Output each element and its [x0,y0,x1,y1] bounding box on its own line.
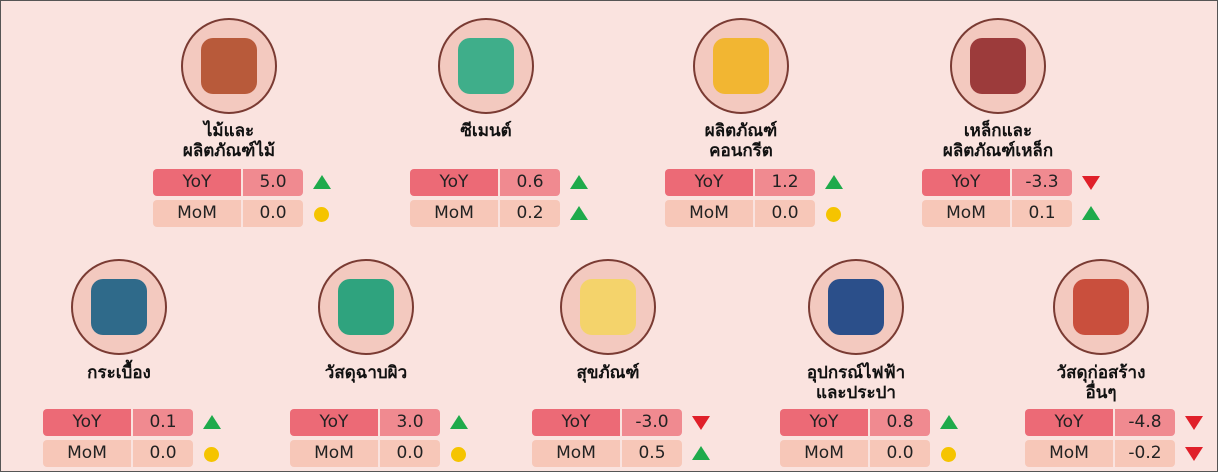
icon-art [91,279,147,335]
row-value: 0.5 [622,440,682,467]
row-label: YoY [1025,409,1113,436]
name-line: คอนกรีต [631,141,851,161]
row-label: YoY [780,409,868,436]
name-line: วัสดุฉาบผิว [256,363,476,383]
icon-art [458,38,514,94]
icon-art [338,279,394,335]
icon-art [201,38,257,94]
icon [808,259,904,355]
row-value: 0.0 [755,200,815,227]
trend-up [450,415,468,429]
icon [560,259,656,355]
trend-up [940,415,958,429]
row-label: MoM [153,200,241,227]
trend-down [1082,176,1100,190]
row-value: 0.0 [380,440,440,467]
row-label: MoM [780,440,868,467]
icon [438,18,534,114]
trend-flat [204,447,219,462]
trend-up [692,446,710,460]
trend-up [313,175,331,189]
trend-flat [451,447,466,462]
icon-art [970,38,1026,94]
icon [1053,259,1149,355]
row-label: MoM [1025,440,1113,467]
name-line: เหล็กและ [888,121,1108,141]
icon-art [713,38,769,94]
name-line: อุปกรณ์ไฟฟ้า [746,363,966,383]
row-value: 0.1 [133,409,193,436]
trend-down [1185,447,1203,461]
row-label: MoM [290,440,378,467]
name-line: ผลิตภัณฑ์ [631,121,851,141]
item-name: สุขภัณฑ์ [498,363,718,383]
trend-flat [314,207,329,222]
row-value: 0.1 [1012,200,1072,227]
icon-art [828,279,884,335]
row-label: YoY [532,409,620,436]
row-value: -4.8 [1115,409,1175,436]
trend-up [203,415,221,429]
icon-art [580,279,636,335]
row-label: MoM [43,440,131,467]
row-value: 0.8 [870,409,930,436]
row-label: YoY [410,169,498,196]
item-name: ไม้และผลิตภัณฑ์ไม้ [119,121,339,161]
trend-up [1082,206,1100,220]
row-label: MoM [665,200,753,227]
row-value: 0.2 [500,200,560,227]
name-line: ผลิตภัณฑ์ไม้ [119,141,339,161]
row-value: 0.6 [500,169,560,196]
icon [181,18,277,114]
trend-up [570,175,588,189]
trend-up [570,206,588,220]
infographic: ไม้และผลิตภัณฑ์ไม้YoY5.0MoM0.0ซีเมนต์YoY… [0,0,1218,472]
icon [950,18,1046,114]
item-name: อุปกรณ์ไฟฟ้าและประปา [746,363,966,403]
name-line: อื่นๆ [991,383,1211,403]
icon [318,259,414,355]
row-label: YoY [43,409,131,436]
trend-up [825,175,843,189]
row-label: YoY [922,169,1010,196]
row-value: 0.0 [133,440,193,467]
trend-flat [941,447,956,462]
name-line: สุขภัณฑ์ [498,363,718,383]
item-name: เหล็กและผลิตภัณฑ์เหล็ก [888,121,1108,161]
item-name: ผลิตภัณฑ์คอนกรีต [631,121,851,161]
row-label: MoM [532,440,620,467]
item-name: วัสดุก่อสร้างอื่นๆ [991,363,1211,403]
item-name: วัสดุฉาบผิว [256,363,476,383]
row-value: -3.3 [1012,169,1072,196]
row-value: 1.2 [755,169,815,196]
row-label: YoY [665,169,753,196]
name-line: วัสดุก่อสร้าง [991,363,1211,383]
row-label: MoM [922,200,1010,227]
icon [71,259,167,355]
item-name: ซีเมนต์ [376,121,596,141]
name-line: ไม้และ [119,121,339,141]
trend-down [1185,416,1203,430]
icon [693,18,789,114]
item-name: กระเบื้อง [9,363,229,383]
row-value: 0.0 [870,440,930,467]
row-label: YoY [153,169,241,196]
name-line: กระเบื้อง [9,363,229,383]
row-value: 0.0 [243,200,303,227]
trend-down [692,416,710,430]
row-value: 3.0 [380,409,440,436]
row-value: -3.0 [622,409,682,436]
row-value: 5.0 [243,169,303,196]
icon-art [1073,279,1129,335]
trend-flat [826,207,841,222]
name-line: ผลิตภัณฑ์เหล็ก [888,141,1108,161]
name-line: ซีเมนต์ [376,121,596,141]
row-value: -0.2 [1115,440,1175,467]
row-label: YoY [290,409,378,436]
row-label: MoM [410,200,498,227]
name-line: และประปา [746,383,966,403]
